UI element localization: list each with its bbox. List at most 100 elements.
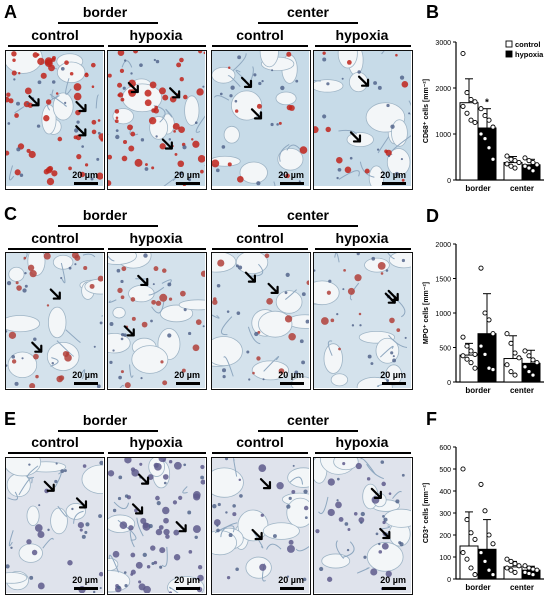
stained-cell: [179, 77, 184, 82]
data-point: [522, 155, 528, 161]
panel-letter-f: F: [426, 409, 437, 429]
x-tick-label: border: [465, 386, 490, 395]
data-point: [512, 165, 518, 171]
vacuole: [8, 266, 25, 282]
arrow-icon: [131, 503, 144, 515]
stained-cell: [326, 290, 331, 295]
data-point: [522, 163, 528, 169]
stained-cell: [172, 500, 178, 505]
nucleus: [16, 147, 21, 152]
data-point: [472, 365, 478, 371]
nucleus: [194, 535, 198, 539]
stained-cell: [338, 517, 344, 522]
data-point: [508, 340, 514, 346]
header-hypoxia-border-c: hypoxia: [129, 230, 183, 246]
arrow-icon: [75, 125, 87, 137]
nucleus: [336, 176, 339, 180]
nucleus: [155, 59, 160, 64]
vacuole: [26, 505, 40, 526]
nucleus: [401, 258, 405, 263]
stained-cell: [173, 130, 176, 133]
fiber: [9, 165, 15, 181]
stained-cell: [200, 270, 205, 277]
stained-cell: [197, 565, 203, 570]
stained-cell: [378, 550, 383, 554]
header-line-control-center-e: [212, 452, 308, 454]
nucleus: [382, 515, 385, 518]
stained-cell: [43, 115, 50, 122]
arrow-icon: [384, 292, 396, 304]
stained-cell: [108, 470, 115, 477]
fiber: [65, 78, 72, 95]
arrow-icon: [175, 521, 187, 533]
nucleus: [187, 510, 192, 515]
scale-label: 20 µm: [174, 575, 200, 585]
nucleus: [183, 308, 187, 312]
stained-cell: [162, 506, 170, 515]
stained-cell: [165, 534, 170, 539]
data-point: [512, 372, 518, 378]
scale-bar: [176, 182, 200, 185]
vacuole: [251, 360, 290, 381]
data-point: [472, 536, 478, 542]
vacuole: [46, 341, 80, 371]
vacuole: [112, 306, 126, 319]
x-tick-label: center: [510, 386, 534, 395]
arrow-icon: [49, 288, 61, 300]
stained-cell: [162, 459, 166, 462]
fiber: [136, 517, 144, 537]
stained-cell: [286, 51, 292, 57]
stained-cell: [315, 529, 320, 534]
stained-cell: [288, 539, 294, 545]
legend-label-control: control: [515, 40, 540, 49]
data-point: [482, 558, 488, 564]
stained-cell: [119, 68, 125, 73]
nucleus: [96, 157, 100, 161]
stained-cell: [140, 517, 147, 524]
data-point: [490, 572, 496, 578]
stained-cell: [227, 162, 232, 167]
vacuole: [364, 257, 390, 273]
nucleus: [13, 78, 16, 81]
fiber: [49, 93, 67, 107]
scale-label: 20 µm: [278, 575, 304, 585]
data-point: [516, 159, 522, 166]
micrograph-texture: [6, 253, 103, 388]
stained-cell: [168, 297, 173, 301]
scale-label: 20 µm: [278, 370, 304, 380]
header-line-control-center-c: [212, 248, 308, 250]
data-point: [504, 331, 510, 337]
chart-d: 0 500 1000 1500 2000 MPO⁺ cells [mm⁻²] border c…: [423, 242, 544, 395]
micrograph-c-center-hypoxia: 20 µm: [313, 252, 413, 390]
nucleus: [81, 534, 86, 539]
stained-cell: [197, 574, 204, 582]
fiber: [285, 289, 297, 300]
nucleus: [148, 524, 153, 529]
nucleus: [60, 276, 63, 280]
stained-cell: [68, 166, 72, 171]
nucleus: [392, 355, 395, 358]
nucleus: [60, 469, 65, 474]
stained-cell: [235, 109, 239, 113]
data-point: [490, 331, 496, 337]
stained-cell: [395, 53, 398, 57]
scale-label: 20 µm: [72, 370, 98, 380]
stained-cell: [76, 154, 82, 160]
stained-cell: [266, 297, 273, 305]
nucleus: [370, 362, 374, 366]
header-line-control-border-e: [8, 452, 104, 454]
nucleus: [10, 546, 13, 549]
y-tick-label: 300: [439, 511, 451, 518]
nucleus: [54, 479, 58, 484]
chart-f: 0 100 200 300 400 500 600 CD3⁺ cells [mm⁻²] bord…: [423, 445, 544, 592]
stained-cell: [46, 177, 55, 186]
nucleus: [286, 504, 291, 509]
stained-cell: [388, 492, 392, 495]
nucleus: [93, 345, 96, 348]
data-point: [482, 508, 488, 514]
stained-cell: [174, 152, 178, 156]
micrograph-texture: [314, 253, 411, 388]
nucleus: [120, 279, 124, 284]
nucleus: [234, 99, 238, 103]
fiber: [108, 255, 115, 262]
